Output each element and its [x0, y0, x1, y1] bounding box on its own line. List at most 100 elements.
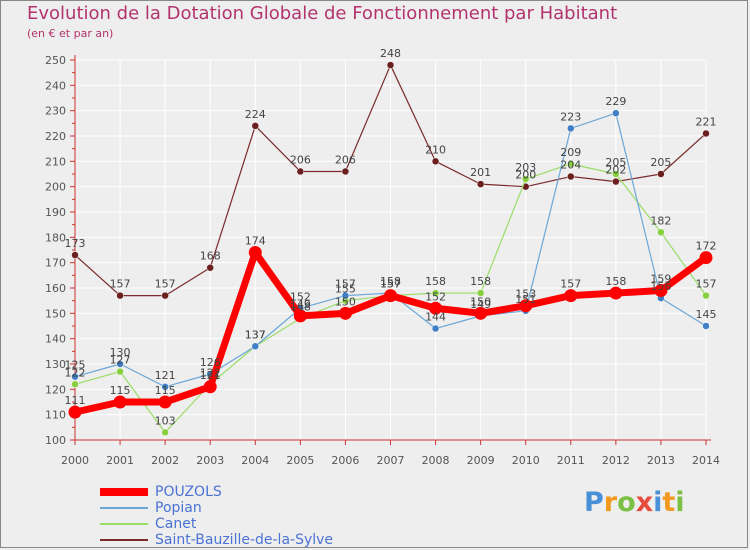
data-label-canet: 203: [515, 161, 536, 174]
data-label-canet: 182: [650, 214, 671, 227]
data-label-saint-bauzille-de-la-sylve: 157: [110, 278, 131, 291]
data-point-saint-bauzille-de-la-sylve: [161, 291, 169, 300]
y-tick-label: 130: [45, 358, 66, 371]
data-label-saint-bauzille-de-la-sylve: 224: [245, 108, 266, 121]
data-label-pouzols: 174: [245, 235, 266, 248]
chart-subtitle: (en € et par an): [27, 27, 114, 40]
logo-letter: i: [675, 487, 685, 518]
data-label-saint-bauzille-de-la-sylve: 205: [650, 156, 671, 169]
data-point-pouzols: [68, 405, 82, 419]
logo-letter: t: [662, 487, 676, 518]
y-tick-label: 140: [45, 333, 66, 346]
data-point-pouzols: [248, 246, 262, 260]
data-label-saint-bauzille-de-la-sylve: 157: [155, 278, 176, 291]
x-tick-label: 2011: [557, 454, 585, 467]
x-tick-label: 2001: [106, 454, 134, 467]
data-label-pouzols: 150: [470, 295, 491, 308]
data-label-saint-bauzille-de-la-sylve: 206: [290, 153, 311, 166]
data-label-saint-bauzille-de-la-sylve: 201: [470, 166, 491, 179]
data-point-canet: [702, 291, 710, 300]
data-label-saint-bauzille-de-la-sylve: 168: [200, 250, 221, 263]
x-tick-label: 2014: [692, 454, 720, 467]
data-label-canet: 158: [470, 275, 491, 288]
data-label-canet: 122: [65, 366, 86, 379]
data-label-popian: 151: [515, 293, 536, 306]
data-point-saint-bauzille-de-la-sylve: [612, 177, 620, 186]
data-point-saint-bauzille-de-la-sylve: [296, 167, 305, 176]
y-tick-label: 230: [45, 105, 66, 118]
data-label-saint-bauzille-de-la-sylve: 210: [425, 143, 446, 156]
data-point-saint-bauzille-de-la-sylve: [251, 122, 260, 130]
data-point-saint-bauzille-de-la-sylve: [386, 61, 395, 69]
x-tick-label: 2013: [647, 454, 675, 467]
data-label-saint-bauzille-de-la-sylve: 221: [696, 115, 717, 128]
data-point-pouzols: [384, 289, 397, 303]
data-point-pouzols: [113, 395, 127, 409]
data-label-pouzols: 149: [290, 298, 311, 311]
legend-label-popian: Popian: [155, 500, 202, 516]
data-point-saint-bauzille-de-la-sylve: [206, 263, 214, 272]
data-point-pouzols: [338, 306, 352, 320]
data-point-popian: [567, 124, 575, 133]
logo-letter: r: [603, 487, 618, 518]
y-tick-label: 160: [45, 282, 66, 295]
data-label-canet: 148: [290, 300, 311, 313]
y-tick-label: 170: [45, 257, 66, 270]
data-label-popian: 229: [605, 95, 626, 108]
data-label-canet: 205: [605, 156, 626, 169]
data-label-popian: 130: [110, 346, 131, 359]
y-tick-label: 110: [45, 409, 66, 422]
data-point-canet: [612, 170, 620, 178]
data-point-saint-bauzille-de-la-sylve: [476, 180, 485, 188]
legend-label-canet: Canet: [155, 516, 197, 532]
data-point-popian: [161, 383, 169, 391]
logo-letter: i: [653, 487, 663, 518]
data-label-saint-bauzille-de-la-sylve: 200: [515, 169, 536, 182]
legend-swatch-canet: [100, 523, 148, 525]
data-point-pouzols: [158, 395, 172, 409]
y-tick-label: 100: [45, 434, 66, 447]
x-tick-label: 2002: [151, 454, 179, 467]
data-label-popian: 144: [425, 311, 446, 324]
chart-title: Evolution de la Dotation Globale de Fonc…: [27, 3, 618, 24]
data-label-popian: 125: [65, 359, 86, 372]
data-label-popian: 158: [380, 275, 401, 288]
x-tick-label: 2012: [602, 454, 630, 467]
data-point-pouzols: [429, 301, 443, 315]
data-label-popian: 149: [470, 298, 491, 311]
logo-letter: x: [635, 487, 654, 518]
data-label-pouzols: 115: [110, 384, 131, 397]
data-label-pouzols: 172: [696, 240, 717, 253]
data-label-popian: 126: [200, 356, 221, 369]
data-label-popian: 223: [560, 110, 581, 123]
data-label-canet: 103: [155, 414, 176, 427]
x-tick-label: 2003: [196, 454, 224, 467]
data-label-saint-bauzille-de-la-sylve: 206: [335, 153, 356, 166]
x-tick-label: 2004: [241, 454, 269, 467]
legend-swatch-popian: [100, 507, 148, 509]
y-tick-label: 210: [45, 155, 66, 168]
y-tick-label: 250: [45, 54, 66, 67]
x-tick-label: 2008: [422, 454, 450, 467]
series-layer: [68, 61, 713, 437]
data-label-saint-bauzille-de-la-sylve: 173: [65, 237, 86, 250]
data-label-canet: 155: [335, 283, 356, 296]
x-tick-label: 2006: [331, 454, 359, 467]
data-point-pouzols: [654, 284, 668, 298]
data-label-popian: 137: [245, 328, 266, 341]
data-point-saint-bauzille-de-la-sylve: [567, 172, 575, 181]
data-point-canet: [657, 228, 665, 237]
axis-layer: 100 110 120 130 140 150 160 170 180 190 200 210 220 2…: [45, 54, 720, 467]
legend-label-saint-bauzille: Saint-Bauzille-de-la-Sylve: [155, 532, 334, 548]
data-point-canet: [431, 289, 440, 297]
data-label-canet: 137: [245, 328, 266, 341]
data-point-popian: [116, 360, 124, 368]
data-point-popian: [431, 324, 440, 333]
data-label-popian: 152: [290, 290, 311, 303]
data-point-pouzols: [474, 306, 488, 320]
logo-letter: o: [617, 487, 636, 518]
data-label-popian: 157: [335, 278, 356, 291]
